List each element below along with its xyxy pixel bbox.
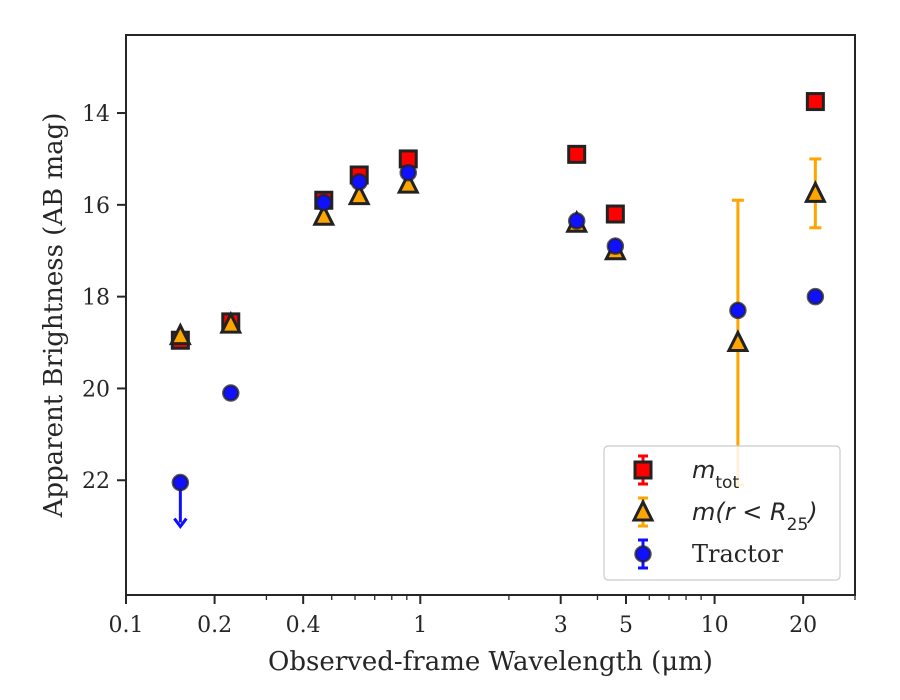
data-point-circle <box>315 193 333 212</box>
data-point-square <box>605 204 625 224</box>
plot-frame <box>125 34 856 596</box>
x-tick-label: 10 <box>701 613 729 638</box>
x-tick-label: 0.4 <box>286 613 321 638</box>
data-point-triangle <box>312 202 336 226</box>
axis-ticks: 0.1 0.2 0.4 1 3 5 10 20 14 16 18 20 22 <box>82 102 856 638</box>
data-point-triangle <box>168 322 192 346</box>
legend-marker-circle <box>634 545 652 563</box>
data-point-square <box>567 144 587 164</box>
y-tick-label: 16 <box>82 194 110 219</box>
data-point-triangle <box>726 329 750 353</box>
legend-label: m(r < R25) <box>692 498 818 535</box>
y-tick-label: 18 <box>82 286 110 311</box>
legend-label: mtot <box>692 456 739 493</box>
data-point-triangle <box>347 182 371 206</box>
legend-box <box>603 445 841 581</box>
data-point-circle <box>729 301 747 320</box>
data-point-circle <box>222 384 240 402</box>
y-tick-label: 14 <box>82 102 110 127</box>
x-tick-label: 5 <box>619 613 633 638</box>
data-point-circle <box>350 173 368 191</box>
legend-marker-square <box>633 460 653 480</box>
data-point-circle <box>171 473 190 492</box>
data-markers <box>168 92 827 492</box>
x-tick-label: 20 <box>789 613 817 638</box>
x-tick-label: 1 <box>413 613 427 638</box>
x-tick-label: 0.1 <box>109 613 144 638</box>
y-tick-label: 20 <box>82 377 110 402</box>
legend-marker-triangle <box>631 498 655 522</box>
data-point-circle <box>399 163 417 182</box>
x-axis-label: Observed-frame Wavelength (μm) <box>268 647 713 677</box>
x-tick-label: 0.2 <box>197 613 232 638</box>
data-point-triangle <box>219 310 243 334</box>
data-point-triangle <box>803 180 827 203</box>
legend-label: Tractor <box>692 540 783 568</box>
y-tick-label: 22 <box>82 469 110 494</box>
data-point-triangle <box>396 170 420 194</box>
x-tick-label: 3 <box>554 613 568 638</box>
y-axis-label: Apparent Brightness (AB mag) <box>39 113 69 519</box>
legend: mtot m(r < R25) Tractor <box>603 445 841 581</box>
data-point-circle <box>606 237 625 255</box>
data-point-square <box>805 92 825 112</box>
data-point-circle <box>567 212 586 230</box>
data-point-circle <box>806 287 825 306</box>
